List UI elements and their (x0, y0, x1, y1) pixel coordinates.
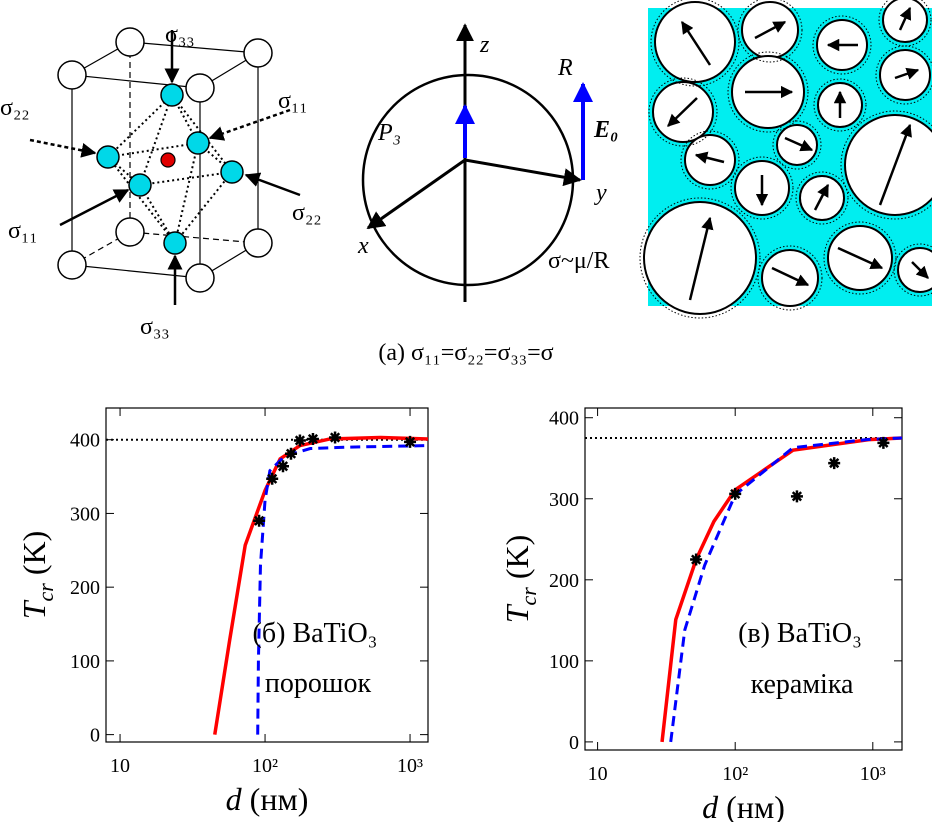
data-point (294, 434, 306, 446)
x-tick-label: 10 (588, 763, 608, 785)
annotation: (б) BaTiO₃ (253, 618, 378, 649)
data-point (329, 431, 341, 443)
y-tick-label: 100 (70, 651, 100, 673)
surface-stress-label: σ~μ/R (548, 248, 609, 274)
y-tick-label: 400 (70, 430, 100, 452)
annotation: порошок (265, 668, 372, 699)
y-axis-label: Tcr (K) (499, 535, 541, 624)
stress-label: σ₃₃ (140, 314, 170, 340)
y-axis-unit: (K) (16, 531, 52, 583)
data-point (690, 554, 702, 566)
lattice (30, 28, 300, 305)
stress-label: σ₃₃ (165, 22, 195, 48)
data-point (791, 490, 803, 502)
data-point (729, 488, 741, 500)
y-axis-subscript: cr (33, 583, 58, 602)
y-tick-label: 300 (70, 503, 100, 525)
stress-label: σ₂₂ (0, 95, 30, 121)
x-axis-symbol: d (226, 781, 243, 817)
annotation: кераміка (751, 669, 854, 700)
y-tick-label: 300 (549, 489, 579, 511)
x-axis-symbol: d (702, 789, 719, 822)
data-point (828, 457, 840, 469)
caption: (a) σ₁₁=σ₂₂=σ₃₃=σ (378, 340, 553, 366)
axis-label: z (479, 32, 490, 58)
stress-label: σ₂₂ (292, 200, 322, 226)
x-tick-label: 10² (722, 763, 748, 785)
y-tick-label: 200 (70, 577, 100, 599)
x-tick-label: 10³ (860, 763, 886, 785)
field-label: E₀ (593, 117, 618, 143)
y-tick-label: 0 (569, 732, 579, 754)
axis-label: x (357, 233, 369, 259)
y-axis-label: Tcr (K) (16, 531, 58, 620)
plot-frame (585, 408, 902, 750)
axis-label: y (594, 180, 607, 206)
stress-label: σ₁₁ (278, 88, 308, 114)
grains (640, 0, 932, 318)
figure: σ₃₃ σ₂₂ σ₁₁ σ₂₂ σ₁₁ σ₃₃ z y x R P₃ E₀ σ~… (0, 0, 932, 822)
annotation: (в) BaTiO₃ (738, 618, 862, 649)
x-axis-unit: (нм) (718, 789, 785, 822)
x-tick-label: 10 (110, 755, 130, 777)
stress-label: σ₁₁ (8, 218, 38, 244)
x-axis-label: d (нм) (226, 781, 309, 817)
x-axis-label: d (нм) (702, 789, 785, 822)
x-tick-label: 10³ (397, 755, 423, 777)
x-tick-label: 10² (252, 755, 278, 777)
radius-label: R (557, 55, 573, 81)
y-tick-label: 100 (549, 651, 579, 673)
y-tick-label: 200 (549, 570, 579, 592)
data-point (277, 460, 289, 472)
y-axis-subscript: cr (516, 587, 541, 606)
y-tick-label: 0 (90, 725, 100, 747)
x-axis-unit: (нм) (242, 781, 309, 817)
polarization-label: P₃ (377, 120, 401, 146)
y-axis-unit: (K) (499, 535, 535, 587)
y-tick-label: 400 (549, 408, 579, 430)
